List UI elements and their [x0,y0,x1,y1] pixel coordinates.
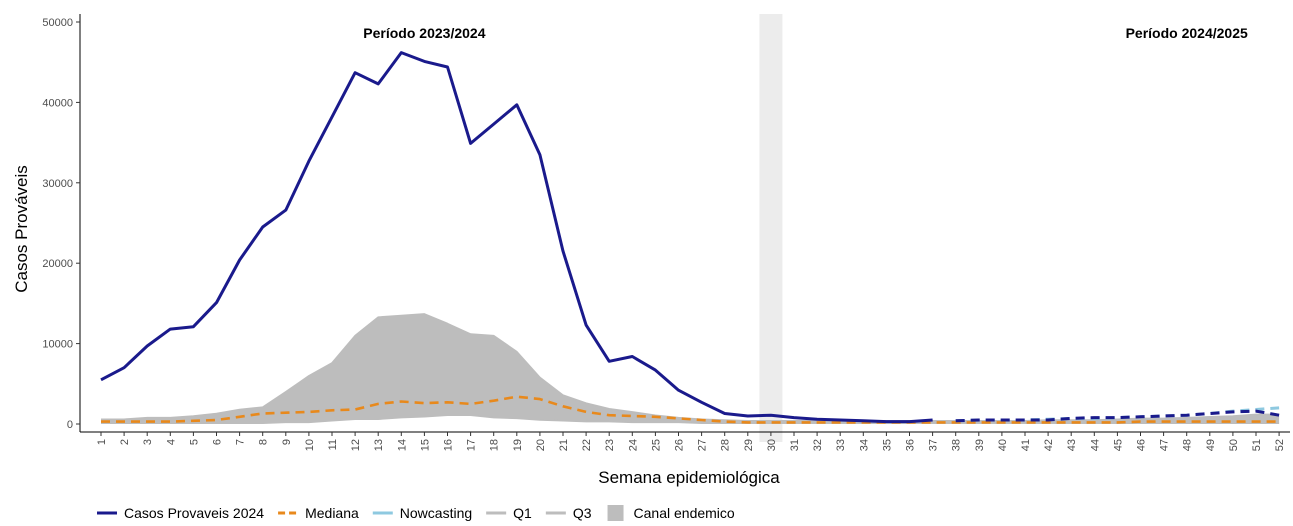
annotation-layer: Período 2023/2024 Período 2024/2025 [363,25,1248,41]
x-tick-label: 14 [396,439,408,451]
x-tick-label: 48 [1182,439,1194,451]
legend-label-nowcasting: Nowcasting [400,505,472,521]
series-line-mediana [101,395,1280,424]
period-label: Período 2023/2024 [363,25,485,41]
x-tick-label: 4 [165,439,177,445]
x-tick-label: 43 [1066,439,1078,451]
x-tick-label: 9 [281,439,293,445]
series-line-casos-provaveis-2024 [100,51,933,424]
x-tick-label: 15 [419,439,431,451]
canal-endemico-band [101,313,1280,424]
x-tick-label: 50 [1228,439,1240,451]
x-tick-label: 6 [212,439,224,445]
x-tick-label: 45 [1112,439,1124,451]
x-tick-label: 10 [304,439,316,451]
x-tick-label: 27 [697,439,709,451]
x-tick-label: 21 [558,439,570,451]
x-tick-label: 46 [1136,439,1148,451]
x-tick-label: 32 [812,439,824,451]
x-tick-label: 36 [905,439,917,451]
y-tick-label: 50000 [42,17,73,29]
x-tick-label: 13 [373,439,385,451]
y-tick-label: 30000 [42,178,73,190]
x-tick-label: 37 [928,439,940,451]
x-tick-label: 20 [535,439,547,451]
x-tick-label: 52 [1274,439,1286,451]
x-tick-label: 3 [142,439,154,445]
y-tick-label: 0 [67,419,73,431]
legend-label-q1: Q1 [513,505,532,521]
x-tick-label: 8 [258,439,270,445]
x-tick-label: 49 [1205,439,1217,451]
y-tick-label: 40000 [42,97,73,109]
x-tick-label: 30 [766,439,778,451]
x-tick-label: 2 [119,439,131,445]
highlight-week-band [759,14,783,442]
y-tick-label: 20000 [42,258,73,270]
x-tick-label: 17 [466,439,478,451]
highlight-layer [759,14,783,442]
period-label: Período 2024/2025 [1126,25,1248,41]
x-tick-label: 19 [512,439,524,451]
series-layer [100,51,1280,424]
x-tick-label: 18 [489,439,501,451]
legend-key-canal-endemico [607,505,624,521]
legend: Casos Provaveis 2024 Mediana Nowcasting Q1 Q… [97,505,735,521]
x-tick-label: 38 [951,439,963,451]
x-tick-label: 29 [743,439,755,451]
x-tick-label: 44 [1089,439,1101,451]
series-line-q1 [101,414,1280,424]
x-tick-label: 25 [650,439,662,451]
y-axis-title: Casos Prováveis [12,165,31,293]
legend-label-canal-endemico: Canal endemico [634,505,735,521]
x-tick-label: 23 [604,439,616,451]
x-tick-label: 35 [881,439,893,451]
x-tick-label: 16 [443,439,455,451]
x-tick-label: 24 [627,439,639,451]
x-tick-label: 39 [974,439,986,451]
x-tick-label: 26 [674,439,686,451]
x-axis-title: Semana epidemiológica [598,468,780,487]
x-tick-label: 40 [997,439,1009,451]
legend-label-casos-provaveis-2024: Casos Provaveis 2024 [124,505,264,521]
x-tick-label: 1 [96,439,108,445]
y-tick-label: 10000 [42,339,73,351]
x-tick-label: 12 [350,439,362,451]
x-tick-label: 31 [789,439,801,451]
x-tick-label: 33 [835,439,847,451]
band-layer [101,313,1280,424]
x-tick-label: 51 [1251,439,1263,451]
x-tick-label: 28 [720,439,732,451]
legend-label-q3: Q3 [573,505,592,521]
x-tick-label: 47 [1159,439,1171,451]
series-line-casos-provaveis-2024-2024-2025 [955,409,1280,423]
legend-label-mediana: Mediana [305,505,359,521]
x-tick-label: 22 [581,439,593,451]
x-tick-label: 41 [1020,439,1032,451]
x-tick-label: 7 [235,439,247,445]
x-tick-label: 34 [858,439,870,451]
x-tick-label: 5 [188,439,200,445]
x-tick-label: 42 [1043,439,1055,451]
x-tick-label: 11 [327,439,339,450]
